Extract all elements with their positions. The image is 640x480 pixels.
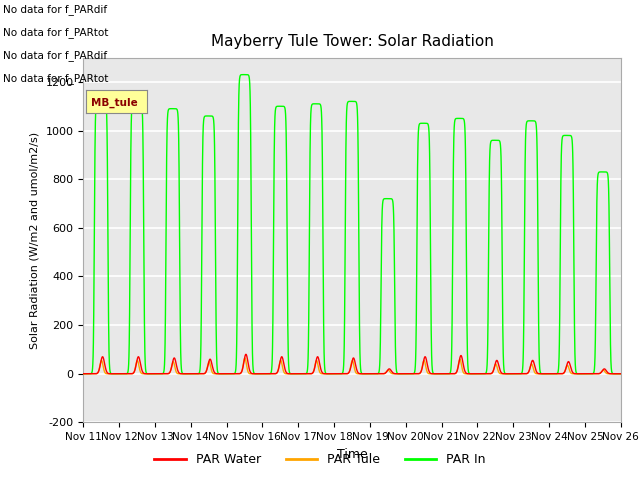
Text: No data for f_PARtot: No data for f_PARtot bbox=[3, 73, 109, 84]
Text: MB_tule: MB_tule bbox=[92, 97, 138, 108]
Legend: PAR Water, PAR Tule, PAR In: PAR Water, PAR Tule, PAR In bbox=[149, 448, 491, 471]
Text: No data for f_PARdif: No data for f_PARdif bbox=[3, 50, 108, 61]
Y-axis label: Solar Radiation (W/m2 and umol/m2/s): Solar Radiation (W/m2 and umol/m2/s) bbox=[30, 132, 40, 348]
Title: Mayberry Tule Tower: Solar Radiation: Mayberry Tule Tower: Solar Radiation bbox=[211, 35, 493, 49]
Text: No data for f_PARtot: No data for f_PARtot bbox=[3, 27, 109, 38]
X-axis label: Time: Time bbox=[337, 448, 367, 461]
Text: No data for f_PARdif: No data for f_PARdif bbox=[3, 4, 108, 15]
